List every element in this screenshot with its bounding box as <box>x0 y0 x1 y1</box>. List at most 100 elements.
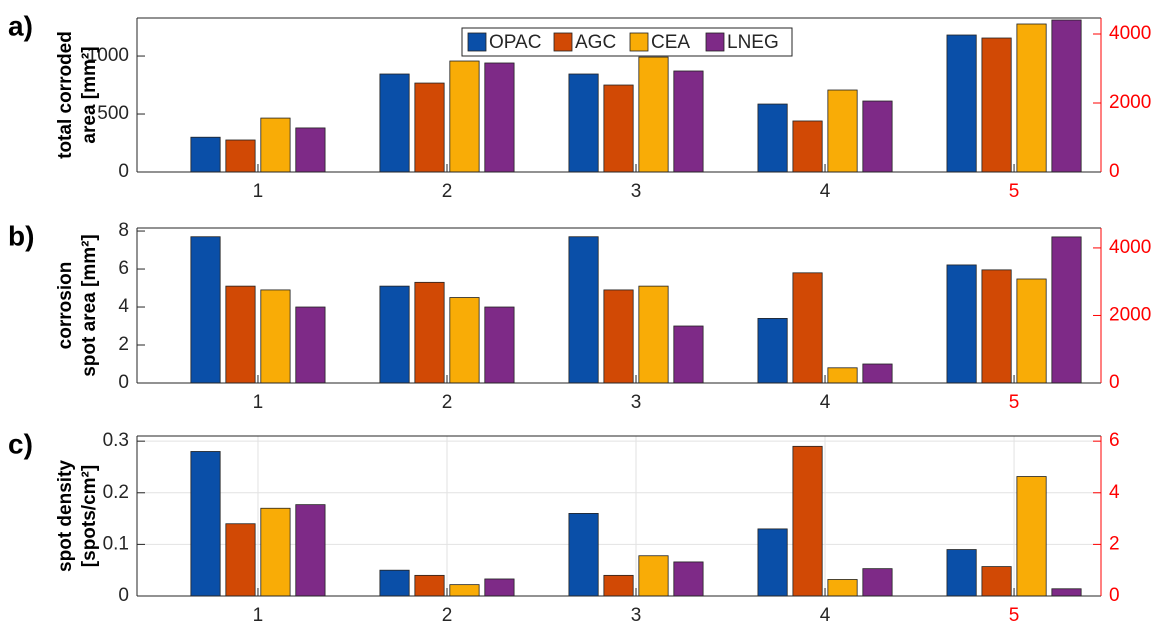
bar <box>295 127 326 173</box>
bar <box>449 584 480 597</box>
y-axis-label: spot area [mm²] <box>79 234 100 377</box>
x-tick-label: 4 <box>820 392 831 413</box>
y-tick-label: 6 <box>118 258 129 279</box>
bar <box>946 549 977 597</box>
y-tick-label: 2 <box>118 334 129 355</box>
y2-tick-label: 2000 <box>1109 304 1151 325</box>
y-axis-label: corrosion <box>55 262 76 350</box>
bar <box>295 306 326 384</box>
bar <box>568 236 599 384</box>
bar <box>638 555 669 597</box>
bar <box>862 568 893 597</box>
x-tick-label: 5 <box>1009 181 1020 202</box>
bar <box>981 566 1012 597</box>
y2-tick-label: 0 <box>1109 585 1120 606</box>
y-tick-label: 1000 <box>87 45 129 66</box>
bar <box>603 289 634 384</box>
x-tick-label: 1 <box>253 392 264 413</box>
x-tick-label: 3 <box>631 181 642 202</box>
panel: 0 500 1000 0 2000 4000 1 2 3 4 5 <box>87 23 1152 202</box>
bar <box>484 62 515 173</box>
bar <box>190 236 221 384</box>
x-tick-label: 3 <box>631 605 642 626</box>
bar <box>1016 23 1047 173</box>
bar <box>379 569 410 597</box>
x-tick-label: 5 <box>1009 392 1020 413</box>
y-tick-label: 0 <box>118 372 129 393</box>
panel-label: b) <box>8 220 34 251</box>
x-tick-label: 1 <box>253 181 264 202</box>
legend-swatch <box>467 32 487 52</box>
x-tick-label: 4 <box>820 605 831 626</box>
bar <box>190 451 221 597</box>
bar <box>673 561 704 597</box>
bar <box>827 367 858 384</box>
y-tick-label: 0.1 <box>103 533 129 554</box>
y2-tick-label: 6 <box>1109 430 1120 451</box>
bar <box>414 82 445 173</box>
bar <box>862 363 893 384</box>
panel-label: a) <box>8 10 33 41</box>
x-tick-label: 2 <box>442 392 453 413</box>
y2-tick-label: 2000 <box>1109 92 1151 113</box>
legend-swatch <box>705 32 725 52</box>
bar <box>862 100 893 173</box>
bar <box>981 269 1012 384</box>
x-tick-label: 5 <box>1009 605 1020 626</box>
legend-label: OPAC <box>489 32 541 53</box>
bar <box>484 306 515 384</box>
y-tick-label: 500 <box>97 103 129 124</box>
bar <box>946 34 977 173</box>
y-tick-label: 0 <box>118 585 129 606</box>
bar <box>379 73 410 173</box>
bar <box>1051 588 1082 597</box>
y-tick-label: 8 <box>118 220 129 241</box>
bar <box>568 513 599 597</box>
x-tick-label: 3 <box>631 392 642 413</box>
bar <box>260 507 291 597</box>
x-tick-label: 2 <box>442 605 453 626</box>
y2-tick-label: 2 <box>1109 533 1120 554</box>
bar <box>414 574 445 597</box>
y2-tick-label: 4 <box>1109 482 1120 503</box>
bar <box>379 285 410 384</box>
y2-tick-label: 4000 <box>1109 237 1151 258</box>
bar <box>792 272 823 384</box>
y-axis-label: area [mm²] <box>79 46 100 143</box>
panel: 0 2 4 6 8 0 2000 4000 1 2 3 4 5 <box>118 220 1151 413</box>
y2-tick-label: 0 <box>1109 372 1120 393</box>
bar <box>827 579 858 597</box>
legend-label: CEA <box>651 32 690 53</box>
bar <box>638 285 669 384</box>
bar <box>449 297 480 384</box>
y2-tick-label: 4000 <box>1109 23 1151 44</box>
bar <box>568 73 599 173</box>
bar <box>603 574 634 597</box>
bar <box>190 136 221 173</box>
bar <box>414 281 445 384</box>
bar <box>946 264 977 384</box>
legend-label: AGC <box>575 32 616 53</box>
bar <box>1051 19 1082 173</box>
bar <box>638 56 669 173</box>
bar <box>673 325 704 384</box>
y-tick-label: 0 <box>118 161 129 182</box>
bar <box>225 139 256 173</box>
bar <box>757 103 788 173</box>
bar <box>1016 278 1047 384</box>
y2-tick-label: 0 <box>1109 161 1120 182</box>
bar <box>1051 236 1082 384</box>
bar <box>1016 476 1047 597</box>
bar <box>260 289 291 384</box>
bar <box>484 578 515 597</box>
legend: OPAC AGC CEA LNEG <box>461 27 793 57</box>
y-tick-label: 0.3 <box>103 430 129 451</box>
x-tick-label: 4 <box>820 181 831 202</box>
bar <box>225 523 256 597</box>
legend-swatch <box>553 32 573 52</box>
bar <box>449 60 480 173</box>
legend-box <box>461 27 793 57</box>
y-tick-label: 4 <box>118 296 129 317</box>
bar <box>225 285 256 384</box>
